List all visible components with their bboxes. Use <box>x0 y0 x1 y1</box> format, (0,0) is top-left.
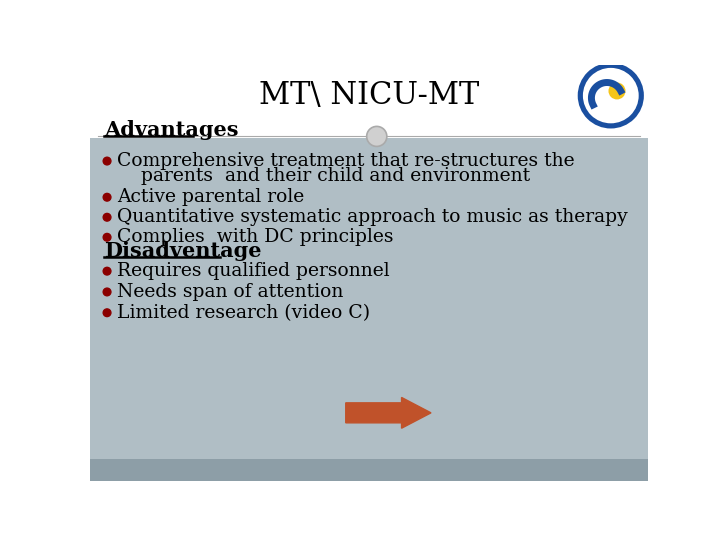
FancyArrow shape <box>346 397 431 428</box>
Text: Disadventage: Disadventage <box>104 241 261 261</box>
Circle shape <box>583 68 639 123</box>
Circle shape <box>103 157 111 165</box>
Text: Limited research (video C): Limited research (video C) <box>117 303 370 322</box>
FancyBboxPatch shape <box>90 65 648 138</box>
Circle shape <box>580 65 642 126</box>
Circle shape <box>103 309 111 316</box>
Text: Advantages: Advantages <box>104 120 238 140</box>
Circle shape <box>103 233 111 241</box>
Text: MT\ NICU-MT: MT\ NICU-MT <box>259 80 479 111</box>
Text: Active parental role: Active parental role <box>117 188 305 206</box>
Text: Needs span of attention: Needs span of attention <box>117 283 343 301</box>
Circle shape <box>103 267 111 275</box>
Circle shape <box>366 126 387 146</box>
Circle shape <box>103 213 111 221</box>
Text: Quantitative systematic approach to music as therapy: Quantitative systematic approach to musi… <box>117 208 628 226</box>
Circle shape <box>103 288 111 296</box>
FancyBboxPatch shape <box>90 459 648 481</box>
FancyBboxPatch shape <box>90 138 648 459</box>
Text: Complies  with DC principles: Complies with DC principles <box>117 228 394 246</box>
Text: parents  and their child and environment: parents and their child and environment <box>117 167 530 185</box>
Circle shape <box>103 193 111 201</box>
Text: Comprehensive treatment that re-structures the: Comprehensive treatment that re-structur… <box>117 152 575 170</box>
Circle shape <box>608 83 626 99</box>
Text: Requires qualified personnel: Requires qualified personnel <box>117 262 390 280</box>
